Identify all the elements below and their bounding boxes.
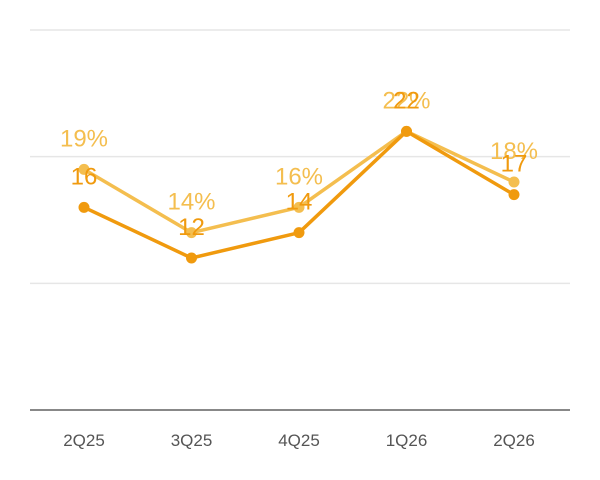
data-point	[508, 176, 520, 188]
data-point	[508, 189, 520, 201]
data-point	[401, 125, 412, 137]
x-tick-label: 2Q26	[493, 431, 535, 450]
data-label: 22	[393, 87, 420, 114]
data-label: 18%	[490, 138, 538, 165]
x-tick-label: 2Q25	[63, 431, 105, 450]
data-label: 19%	[60, 125, 108, 152]
data-label: 16	[71, 163, 98, 190]
data-label: 16%	[275, 163, 323, 190]
data-label: 12	[178, 214, 205, 241]
data-point	[293, 227, 305, 239]
data-point	[186, 227, 197, 239]
data-point	[78, 201, 90, 213]
data-point	[293, 201, 305, 213]
data-label: 14	[286, 189, 313, 216]
data-point	[186, 252, 197, 264]
x-tick-label: 1Q26	[386, 431, 428, 450]
x-tick-label: 4Q25	[278, 431, 320, 450]
data-label: 14%	[167, 189, 215, 216]
data-label: 17	[501, 151, 528, 178]
x-tick-label: 3Q25	[171, 431, 213, 450]
data-label: 22%	[382, 87, 430, 114]
data-point	[78, 163, 90, 175]
